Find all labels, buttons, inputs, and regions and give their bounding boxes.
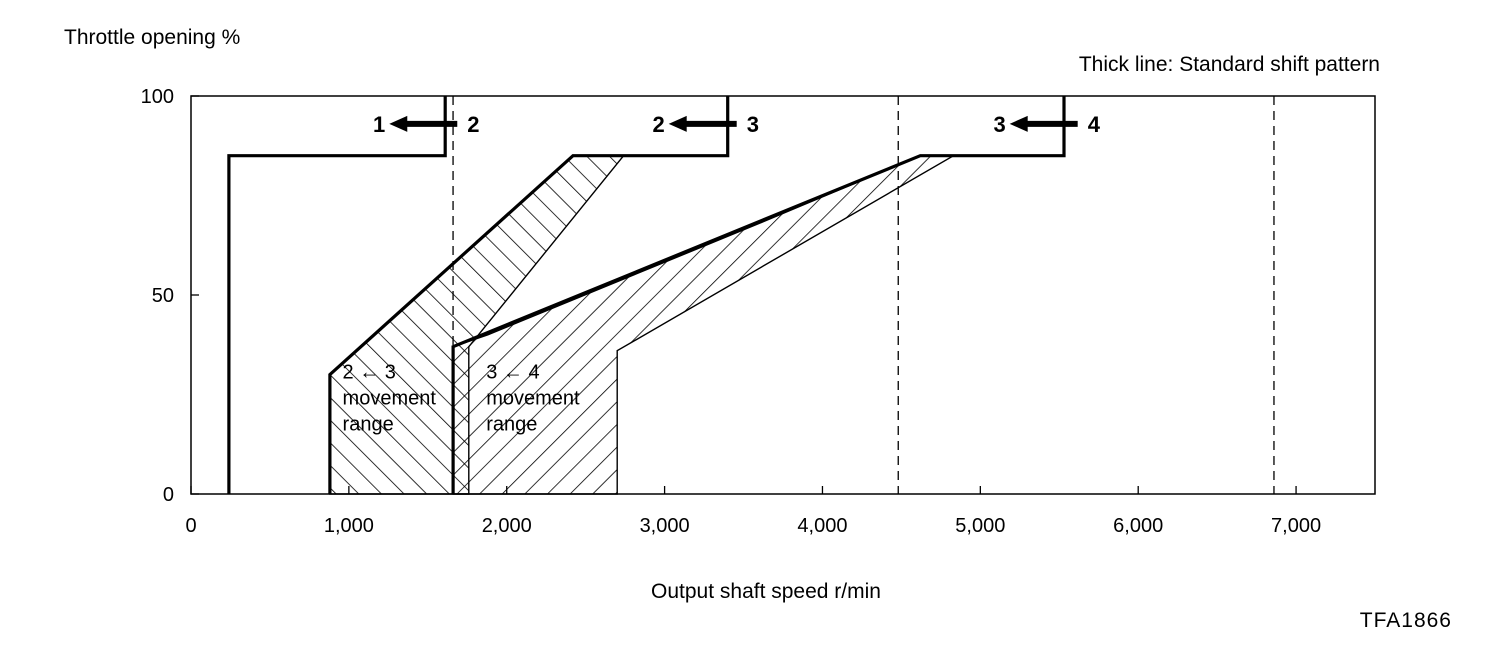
range-label-line: 2 ← 3	[343, 362, 396, 384]
y-axis-label: Throttle opening %	[64, 26, 240, 49]
range-label-line: range	[486, 414, 537, 436]
x-tick-label: 2,000	[482, 515, 532, 537]
shift-arrow-icon	[1009, 115, 1078, 132]
x-tick-label: 1,000	[324, 515, 374, 537]
x-tick-label: 4,000	[797, 515, 847, 537]
x-tick-label: 5,000	[955, 515, 1005, 537]
range-label-line: movement	[343, 388, 437, 410]
shift-arrow-icon	[389, 115, 458, 132]
shift-line-3	[451, 96, 1066, 494]
shift-from: 1	[373, 112, 385, 137]
range-label-line: range	[343, 414, 394, 436]
range-label-line: movement	[486, 388, 580, 410]
range-label-1: 2 ← 3 movement range	[343, 362, 437, 436]
shift-from: 2	[652, 112, 664, 137]
x-tick-label: 7,000	[1271, 515, 1321, 537]
movement-ranges	[329, 154, 957, 495]
shift-to: 4	[1088, 112, 1101, 137]
y-tick-label: 50	[152, 285, 174, 307]
x-tick-label: 6,000	[1113, 515, 1163, 537]
x-tick-label: 0	[185, 515, 196, 537]
x-axis-label: Output shaft speed r/min	[651, 580, 881, 603]
shift-from: 3	[993, 112, 1005, 137]
shift-line-2	[328, 96, 730, 494]
range-label-2: 3 ← 4 movement range	[486, 362, 580, 436]
legend-note: Thick line: Standard shift pattern	[1079, 53, 1380, 76]
shift-to: 3	[747, 112, 759, 137]
range-label-line: 3 ← 4	[486, 362, 539, 384]
range-labels: 2 ← 3 movement range 3 ← 4 movement range	[343, 362, 580, 436]
shift-arrow-icon	[668, 115, 737, 132]
y-tick-label: 100	[141, 86, 174, 108]
x-tick-label: 3,000	[640, 515, 690, 537]
axis-ticks: 0 1,000 2,000 3,000 4,000 5,000 6,000 7,000 0 50 1…	[141, 86, 1321, 537]
y-tick-label: 0	[163, 484, 174, 506]
figure-code: TFA1866	[1360, 609, 1452, 632]
shift-to: 2	[467, 112, 479, 137]
